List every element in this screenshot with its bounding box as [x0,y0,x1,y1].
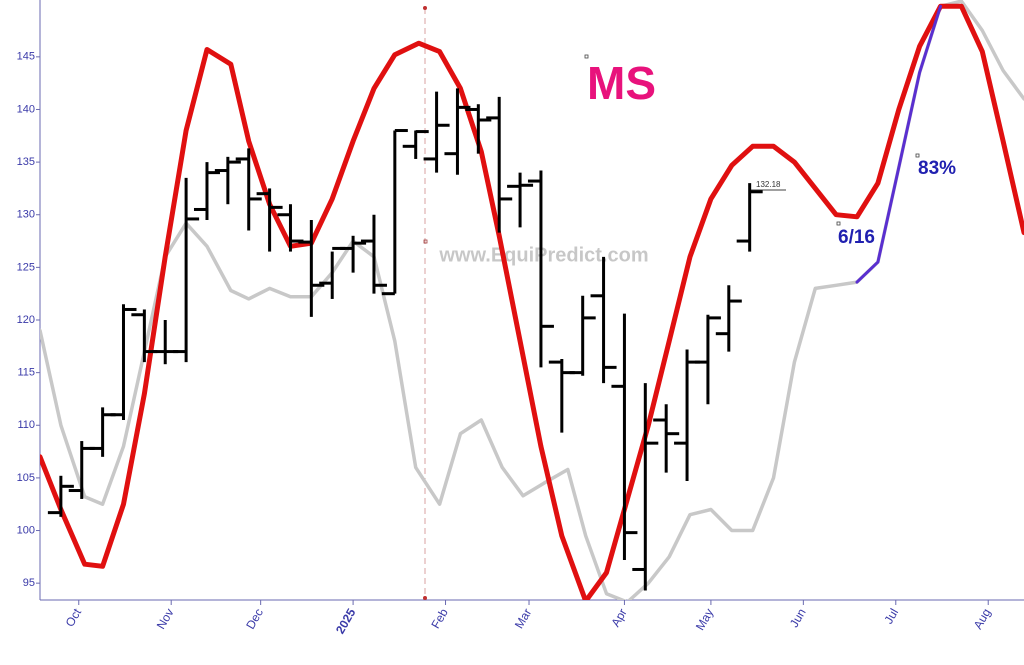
marker-square [915,153,920,158]
watermark: www.EquiPredict.com [438,244,648,266]
y-tick-label: 105 [17,472,35,484]
y-tick-label: 115 [17,367,35,379]
x-tick-label: Oct [63,606,85,630]
last-price-label: 132.18 [756,180,781,189]
x-tick-label: Aug [971,606,994,631]
x-tick-label: May [693,606,716,633]
annotation: 83% [918,158,956,179]
y-tick-label: 100 [17,524,35,536]
x-tick-label: 2025 [333,606,359,636]
x-tick-label: Feb [428,606,451,631]
y-tick-label: 135 [17,156,35,168]
y-tick-label: 110 [17,419,35,431]
x-tick-label: Dec [243,606,266,631]
chart-title: MS [587,57,656,109]
marker-square [836,221,841,226]
x-tick-label: Apr [608,606,629,629]
y-tick-label: 120 [17,314,35,326]
y-tick-label: 130 [17,209,35,221]
cursor-dot [423,6,427,10]
cycle-line [855,4,942,284]
y-tick-label: 125 [17,261,35,273]
cycle-line [40,3,1024,600]
x-tick-label: Jun [787,606,809,630]
y-tick-label: 145 [17,51,35,63]
y-tick-label: 95 [23,577,35,589]
marker-square [423,239,428,244]
cursor-dot [423,596,427,600]
annotation: 6/16 [838,227,875,248]
x-tick-label: Nov [154,606,177,631]
background-layer [36,0,1024,605]
x-tick-label: Jul [881,606,901,626]
plot-area [40,0,1024,600]
y-tick-label: 140 [17,103,35,115]
marker-square [584,54,589,59]
x-tick-label: Mar [512,606,534,631]
